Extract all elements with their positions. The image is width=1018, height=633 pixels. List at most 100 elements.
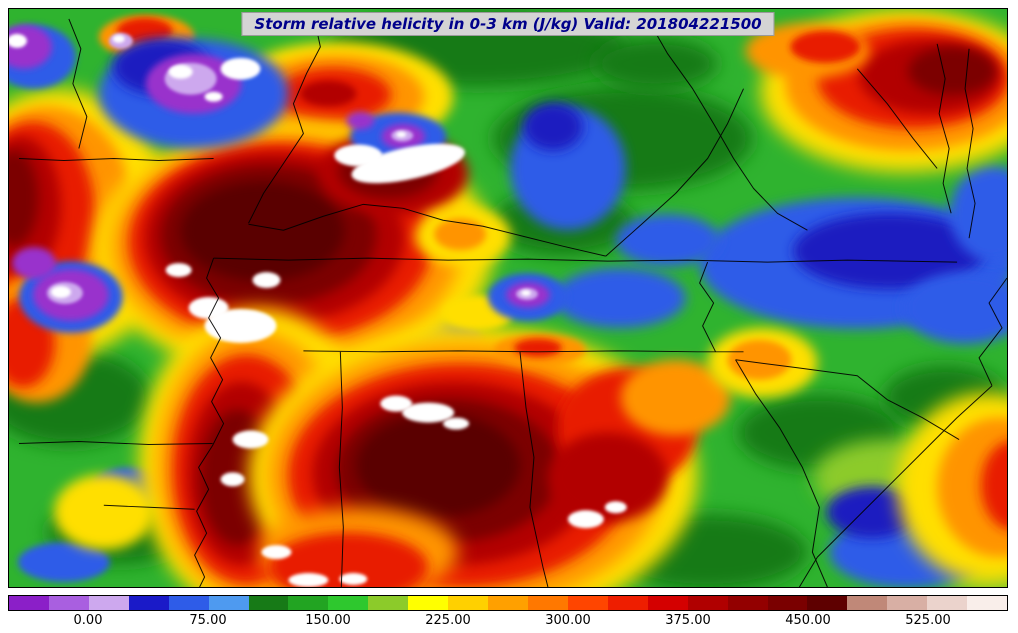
state-border-line xyxy=(519,351,549,587)
colorbar-segment xyxy=(567,596,608,610)
colorbar-segment xyxy=(488,596,528,610)
state-borders xyxy=(18,18,1007,587)
field-blob xyxy=(300,80,357,107)
colorbar-segment xyxy=(288,596,329,610)
field-blob xyxy=(11,247,56,280)
colorbar-segment xyxy=(767,596,808,610)
field-blob xyxy=(396,131,407,138)
field-blob xyxy=(334,144,383,167)
map-area: Storm relative helicity in 0-3 km (J/kg)… xyxy=(8,8,1008,588)
state-border-line xyxy=(699,261,717,353)
field-blob xyxy=(112,34,125,43)
field-blob xyxy=(908,46,997,95)
field-blob xyxy=(513,338,562,357)
colorbar-segment xyxy=(48,596,89,610)
field-blob xyxy=(793,213,986,290)
helicity-map-canvas xyxy=(9,9,1007,587)
colorbar-segment xyxy=(328,596,369,610)
state-border-line xyxy=(964,48,976,239)
field-blob xyxy=(520,290,531,297)
colorbar-segment xyxy=(967,596,1008,610)
colorbar-tick-label: 150.00 xyxy=(305,613,351,628)
field-blob xyxy=(220,472,245,487)
field-blob xyxy=(950,165,1007,262)
colorbar-segment xyxy=(807,596,848,610)
field-blob xyxy=(553,268,686,328)
state-border-line xyxy=(248,18,321,224)
colorbar-tick-label: 0.00 xyxy=(73,613,103,628)
field-blob xyxy=(937,417,1007,558)
field-blob xyxy=(204,91,223,102)
field-blob xyxy=(434,218,487,251)
state-border-line xyxy=(248,203,606,257)
field-blob xyxy=(790,30,861,63)
state-border-line xyxy=(18,157,214,161)
state-border-line xyxy=(194,257,225,587)
field-blob xyxy=(604,501,627,514)
field-blob xyxy=(261,545,292,560)
field-blob xyxy=(180,181,345,282)
colorbar-segment xyxy=(128,596,169,610)
field-blob xyxy=(903,272,1007,344)
field-blob xyxy=(288,573,329,587)
colorbar-segment xyxy=(887,596,928,610)
field-blob xyxy=(356,413,520,518)
state-border-line xyxy=(605,88,744,257)
field-blob xyxy=(402,402,455,423)
colorbar-segment xyxy=(527,596,568,610)
field-blob xyxy=(252,272,281,289)
field-blob xyxy=(547,432,668,523)
colorbar-segment xyxy=(88,596,129,610)
state-border-line xyxy=(647,18,808,231)
colorbar-tick-label: 300.00 xyxy=(545,613,591,628)
colorbar-ticks: 0.00 75.00 150.00 225.00 300.00 375.00 450.00 5… xyxy=(8,613,1008,631)
colorbar-tick-label: 75.00 xyxy=(189,613,227,628)
state-border-line xyxy=(103,504,195,510)
state-border-line xyxy=(936,43,952,214)
colorbar-segment xyxy=(927,596,968,610)
colorbar-segment xyxy=(368,596,409,610)
state-border-line xyxy=(68,18,88,149)
colorbar-segment xyxy=(408,596,449,610)
colorbar-segment xyxy=(687,596,728,610)
field-blob xyxy=(567,510,604,529)
colorbar-segment xyxy=(727,596,768,610)
field-blob xyxy=(380,395,413,412)
colorbar-segment xyxy=(248,596,289,610)
colorbar xyxy=(8,595,1008,611)
state-border-line xyxy=(735,359,960,440)
colorbar-segment xyxy=(9,596,49,610)
field-blob xyxy=(339,573,368,586)
field-blob xyxy=(204,308,277,343)
colorbar-tick-label: 525.00 xyxy=(905,613,951,628)
state-border-line xyxy=(18,441,213,445)
colorbar-tick-label: 225.00 xyxy=(425,613,471,628)
colorbar-tick-label: 375.00 xyxy=(665,613,711,628)
field-blob xyxy=(727,339,792,380)
state-border-line xyxy=(856,68,938,169)
state-border-line xyxy=(735,359,828,587)
field-blob xyxy=(981,441,1007,530)
field-blob xyxy=(220,57,261,80)
state-border-line xyxy=(798,385,993,587)
field-blob xyxy=(168,64,193,79)
field-blob xyxy=(188,297,229,319)
field-blob xyxy=(443,417,470,430)
state-border-line xyxy=(978,277,1007,386)
field-blob xyxy=(615,214,720,267)
colorbar-segment xyxy=(448,596,489,610)
colorbar-segment xyxy=(208,596,249,610)
field-blob xyxy=(165,263,192,278)
state-border-line xyxy=(303,350,744,353)
field-blob xyxy=(522,102,583,151)
state-border-line xyxy=(338,351,344,587)
field-blob xyxy=(346,111,375,130)
field-blob xyxy=(9,150,38,247)
map-title-text: Storm relative helicity in 0-3 km (J/kg)… xyxy=(254,15,762,33)
helicity-field xyxy=(9,9,1007,587)
map-title: Storm relative helicity in 0-3 km (J/kg)… xyxy=(241,12,775,36)
colorbar-segment xyxy=(168,596,209,610)
field-blob xyxy=(620,359,731,436)
field-blob xyxy=(232,430,269,449)
